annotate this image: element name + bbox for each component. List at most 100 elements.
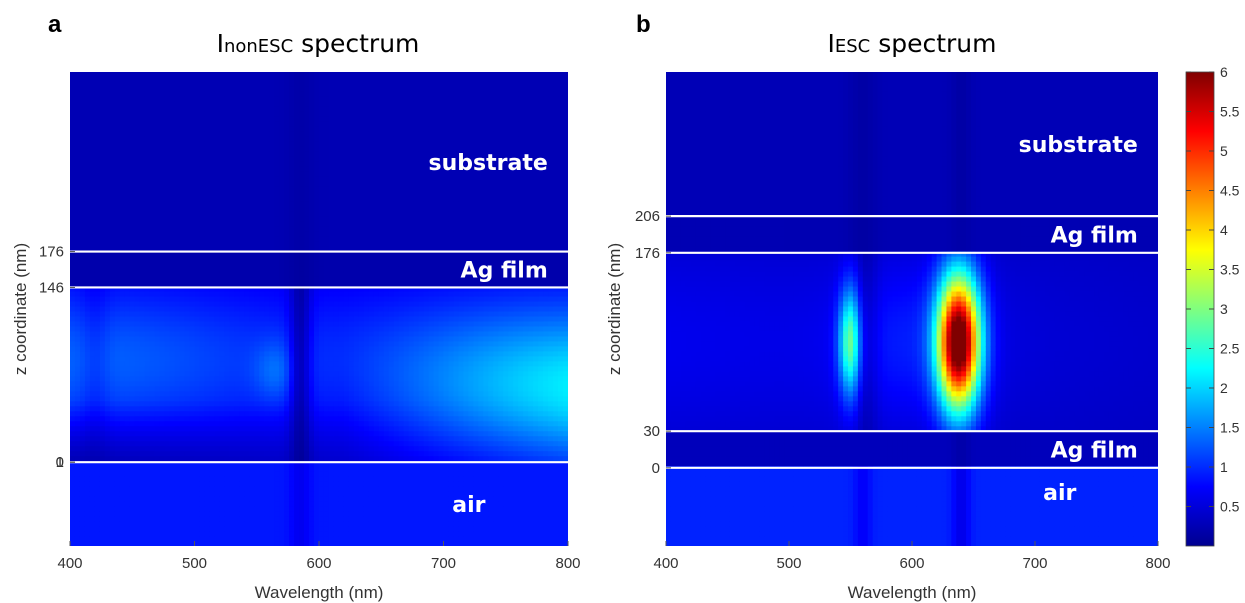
panel-a-heat-cell [84,471,91,477]
panel-a-heat-cell [259,506,265,512]
panel-a-heat-cell [214,146,220,153]
panel-a-heat-cell [323,316,330,323]
panel-a-heat-cell [199,451,206,457]
panel-a-heat-cell [269,226,275,233]
panel-a-heat-cell [124,401,131,407]
panel-a-heat-cell [299,91,305,98]
panel-a-heat-cell [139,506,146,512]
panel-a-heat-cell [279,276,285,283]
panel-a-heat-cell [149,501,156,507]
panel-a-heat-cell [70,211,76,218]
panel-a-heat-cell [74,346,81,353]
panel-a-heat-cell [89,386,96,392]
panel-a-heat-cell [159,331,166,338]
panel-a-heat-cell [304,356,310,362]
panel-a-heat-cell [70,286,76,293]
panel-a-heat-cell [139,431,146,437]
panel-a-heat-cell [264,241,270,248]
panel-a-heat-cell [99,496,106,502]
panel-a-heat-cell [234,346,240,353]
panel-a-heat-cell [94,456,101,462]
panel-a-heat-cell [164,541,171,546]
panel-a-heat-cell [149,301,156,308]
panel-a-heat-cell [224,291,230,298]
panel-a-heat-cell [319,72,325,78]
panel-a-heat-cell [114,351,121,357]
panel-a-heat-cell [144,366,151,372]
panel-a-heat-cell [294,291,300,298]
panel-a-heat-cell [289,406,295,412]
panel-a-heat-cell [269,236,275,243]
panel-a-heat-cell [328,201,335,208]
panel-a-heat-cell [224,266,230,273]
panel-a-heat-cell [199,461,206,467]
panel-a-heat-cell [184,256,191,263]
panel-a-heat-cell [309,406,315,412]
panel-a-heat-cell [179,241,186,248]
panel-a-heat-cell [304,91,310,98]
panel-a-heat-cell [294,341,300,348]
panel-a-heat-cell [309,176,315,183]
panel-a-heat-cell [279,406,285,412]
panel-a-heat-cell [134,371,141,377]
panel-a-heat-cell [249,521,255,527]
panel-a-heat-cell [239,386,245,392]
panel-a-heat-cell [94,396,101,402]
panel-a-heat-cell [179,291,186,298]
panel-a-heat-cell [269,206,275,213]
panel-a-heat-cell [199,346,206,353]
panel-a-heat-cell [214,311,220,318]
panel-a-heat-cell [204,486,211,492]
panel-a-heat-cell [269,141,275,148]
panel-a-heat-cell [134,116,141,123]
panel-a-heat-cell [84,251,91,258]
panel-a-heat-cell [224,336,230,343]
panel-a-heat-cell [159,366,166,372]
panel-a-heat-cell [269,281,275,288]
panel-a-heat-cell [154,116,161,123]
panel-a-heat-cell [94,326,101,333]
panel-a-heat-cell [164,231,171,238]
panel-a-heat-cell [114,341,121,348]
panel-a-heat-cell [124,116,131,123]
panel-a-heat-cell [159,276,166,283]
panel-a-heat-cell [139,106,146,113]
panel-a-heat-cell [279,471,285,477]
panel-a-heat-cell [184,136,191,143]
panel-a-heat-cell [94,386,101,392]
panel-a-heat-cell [149,276,156,283]
panel-a-heat-cell [229,411,235,417]
panel-a-heat-cell [164,306,171,313]
panel-a-heat-cell [154,346,161,353]
panel-a-heat-cell [119,206,126,213]
panel-a-heat-cell [194,76,201,83]
panel-a-heat-cell [139,211,146,218]
panel-a-heat-cell [239,136,245,143]
panel-a-heat-cell [244,501,250,507]
panel-a-heat-cell [169,411,176,417]
panel-a-heat-cell [323,366,330,372]
panel-a-heat-cell [144,296,151,303]
panel-a-heat-cell [294,261,300,268]
panel-a-heat-cell [269,211,275,218]
panel-a-heat-cell [124,111,131,118]
panel-a-heat-cell [169,521,176,527]
panel-a-heat-cell [279,326,285,333]
panel-a-heat-cell [299,421,305,427]
panel-a-heat-cell [209,526,216,532]
panel-a-heat-cell [199,501,206,507]
panel-a-heat-cell [109,211,116,218]
panel-a-heat-cell [254,386,260,392]
panel-a-heat-cell [259,251,265,258]
panel-a-heat-cell [259,366,265,372]
panel-a-heat-cell [169,161,176,168]
panel-a-heat-cell [289,231,295,238]
panel-a-heat-cell [284,91,290,98]
panel-a-heat-cell [134,476,141,482]
panel-a-heat-cell [294,496,300,502]
panel-a-heat-cell [314,356,320,362]
panel-a-heat-cell [219,236,225,243]
panel-a-heat-cell [244,291,250,298]
panel-a-heat-cell [269,441,275,447]
panel-a-heat-cell [319,451,325,457]
